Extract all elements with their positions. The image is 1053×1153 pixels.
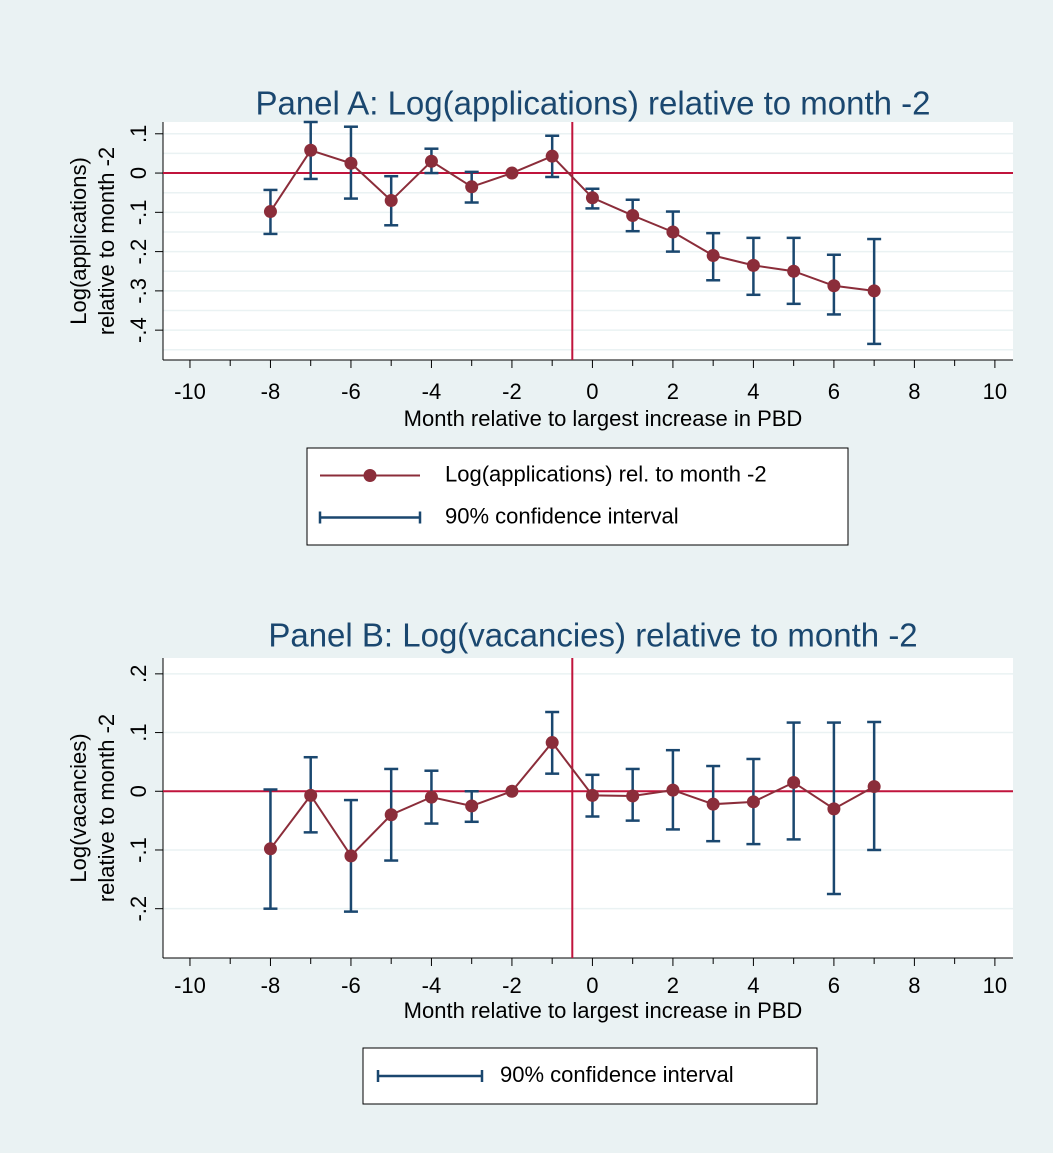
y-tick-label: -.2 (126, 896, 151, 922)
legend-marker (363, 469, 377, 482)
y-tick-label: -.2 (126, 239, 151, 265)
y-tick-label: -.1 (126, 199, 151, 225)
data-point (867, 284, 881, 298)
y-tick-label: .2 (126, 665, 151, 683)
data-point (465, 180, 479, 194)
plot-area (163, 122, 1013, 360)
x-tick-label: 4 (747, 379, 759, 404)
data-point (304, 143, 318, 157)
x-tick-label: 10 (983, 379, 1007, 404)
data-point (867, 780, 881, 794)
x-tick-label: 2 (667, 973, 679, 998)
data-point (666, 783, 680, 797)
x-tick-label: 6 (828, 379, 840, 404)
x-tick-label: -6 (341, 973, 361, 998)
x-axis-title: Month relative to largest increase in PB… (404, 998, 803, 1023)
x-tick-label: 8 (908, 379, 920, 404)
data-point (384, 194, 398, 208)
chart-title: Panel A: Log(applications) relative to m… (255, 85, 930, 122)
x-axis-title: Month relative to largest increase in PB… (404, 406, 803, 431)
data-point (545, 736, 559, 750)
data-point (424, 154, 438, 168)
y-tick-label: -.3 (126, 278, 151, 304)
y-tick-label: -.1 (126, 837, 151, 863)
y-tick-label: 0 (126, 785, 151, 797)
x-tick-label: -2 (502, 379, 522, 404)
data-point (585, 788, 599, 802)
data-point (545, 149, 559, 163)
x-tick-label: -10 (174, 973, 206, 998)
legend-box (306, 447, 849, 546)
data-point (626, 208, 640, 222)
legend-label: 90% confidence interval (445, 503, 679, 528)
x-tick-label: 10 (983, 973, 1007, 998)
y-axis-title: relative to month -2 (94, 714, 119, 902)
data-point (263, 842, 277, 856)
data-point (505, 166, 519, 180)
data-point (827, 279, 841, 293)
y-tick-label: .1 (126, 125, 151, 143)
data-point (465, 799, 479, 813)
data-point (746, 795, 760, 809)
x-tick-label: -4 (422, 379, 442, 404)
x-tick-label: -2 (502, 973, 522, 998)
data-point (344, 156, 358, 170)
y-axis-title: Log(applications) (66, 157, 91, 325)
data-point (827, 802, 841, 816)
data-point (787, 775, 801, 789)
x-tick-label: -8 (261, 379, 281, 404)
series-line (269, 149, 875, 292)
data-point (304, 788, 318, 802)
data-point (706, 797, 720, 811)
x-tick-label: 6 (828, 973, 840, 998)
data-point (344, 849, 358, 863)
x-tick-label: 0 (586, 379, 598, 404)
y-tick-label: -.4 (126, 317, 151, 343)
data-point (626, 789, 640, 803)
data-point (505, 784, 519, 798)
data-point (384, 808, 398, 822)
data-point (706, 249, 720, 263)
y-axis-title: relative to month -2 (94, 147, 119, 335)
data-point (263, 205, 277, 219)
data-point (585, 191, 599, 205)
x-tick-label: 2 (667, 379, 679, 404)
legend-label: 90% confidence interval (500, 1062, 734, 1087)
x-tick-label: -8 (261, 973, 281, 998)
x-tick-label: 4 (747, 973, 759, 998)
y-axis-title: Log(vacancies) (66, 733, 91, 882)
x-tick-label: -6 (341, 379, 361, 404)
x-tick-label: 0 (586, 973, 598, 998)
plot-area (163, 658, 1013, 958)
data-point (666, 225, 680, 239)
x-tick-label: 8 (908, 973, 920, 998)
series-line (269, 740, 875, 858)
data-point (424, 790, 438, 804)
y-tick-label: 0 (126, 167, 151, 179)
x-tick-label: -10 (174, 379, 206, 404)
y-tick-label: .1 (126, 723, 151, 741)
chart-title: Panel B: Log(vacancies) relative to mont… (268, 617, 917, 654)
data-point (746, 258, 760, 272)
x-tick-label: -4 (422, 973, 442, 998)
data-point (787, 264, 801, 278)
legend-label: Log(applications) rel. to month -2 (445, 461, 767, 486)
